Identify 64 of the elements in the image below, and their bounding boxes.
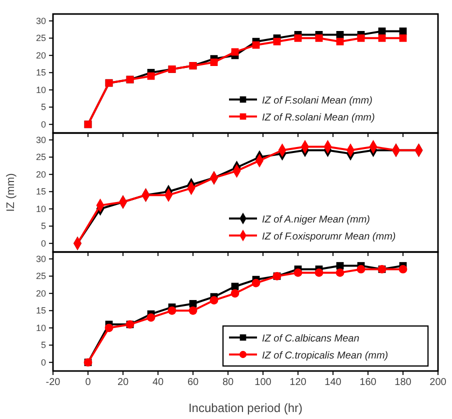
point	[230, 289, 240, 298]
y-tick-label: 10	[36, 204, 46, 214]
y-tick-label: 10	[36, 84, 46, 95]
point	[252, 41, 260, 49]
y-tick-label: 5	[40, 221, 46, 232]
point	[104, 324, 114, 332]
point	[231, 48, 239, 56]
x-tick-label: 60	[187, 377, 199, 388]
x-tick-label: 40	[152, 377, 164, 388]
y-tick-label: 0	[40, 119, 46, 130]
legend-label: IZ of C.albicans Mean	[262, 334, 360, 344]
y-tick-label: 5	[40, 102, 46, 112]
point	[398, 265, 408, 274]
y-tick-label: 30	[36, 254, 46, 264]
y-tick-label: 30	[36, 16, 46, 26]
y-tick-label: 15	[36, 306, 46, 316]
y-tick-label: 25	[36, 152, 46, 162]
x-tick-label: 140	[324, 377, 342, 388]
point	[356, 265, 366, 274]
x-tick-label: -20	[46, 377, 61, 388]
x-tick-label: 0	[85, 377, 92, 388]
y-tick-label: 0	[40, 238, 46, 248]
point	[294, 34, 302, 42]
y-tick-label: 15	[36, 68, 46, 78]
point	[336, 268, 344, 277]
y-tick-label: 20	[36, 50, 46, 60]
point	[336, 38, 344, 46]
x-tick-label: 180	[394, 377, 412, 388]
y-axis-title: IZ (mm)	[5, 173, 17, 212]
point	[210, 58, 218, 66]
y-tick-label: 5	[40, 340, 46, 350]
point	[378, 34, 386, 42]
y-tick-label: 15	[36, 186, 46, 197]
point	[273, 38, 281, 46]
legend-label: IZ of F.solani Mean (mm)	[262, 96, 372, 106]
legend-label: IZ of R.solani Mean (mm)	[262, 112, 375, 124]
y-tick-label: 20	[36, 288, 46, 298]
legend-label: IZ of A.niger Mean (mm)	[262, 214, 370, 226]
point	[294, 268, 302, 277]
x-tick-label: 160	[360, 377, 377, 388]
y-tick-label: 0	[40, 357, 46, 368]
x-axis-title: Incubation period (hr)	[188, 401, 303, 415]
x-tick-label: 200	[430, 377, 447, 388]
point	[146, 313, 156, 322]
point	[252, 278, 260, 288]
y-tick-label: 30	[36, 134, 46, 145]
point	[399, 34, 407, 42]
legend-label: IZ of C.tropicalis Mean (mm)	[262, 350, 388, 362]
point	[357, 34, 365, 42]
x-tick-label: 20	[117, 377, 129, 388]
y-tick-label: 25	[36, 33, 46, 44]
point	[210, 296, 218, 304]
point	[314, 268, 324, 277]
point	[147, 72, 155, 80]
x-tick-label: 100	[254, 377, 272, 388]
y-tick-label: 25	[36, 271, 46, 282]
point	[168, 306, 176, 315]
y-tick-label: 10	[36, 322, 46, 333]
y-tick-label: 20	[36, 169, 46, 180]
point	[315, 34, 323, 42]
x-tick-label: 120	[290, 377, 307, 388]
x-tick-label: 80	[222, 377, 234, 388]
legend-label: IZ of F.oxisporumr Mean (mm)	[262, 232, 396, 242]
point	[188, 306, 198, 315]
